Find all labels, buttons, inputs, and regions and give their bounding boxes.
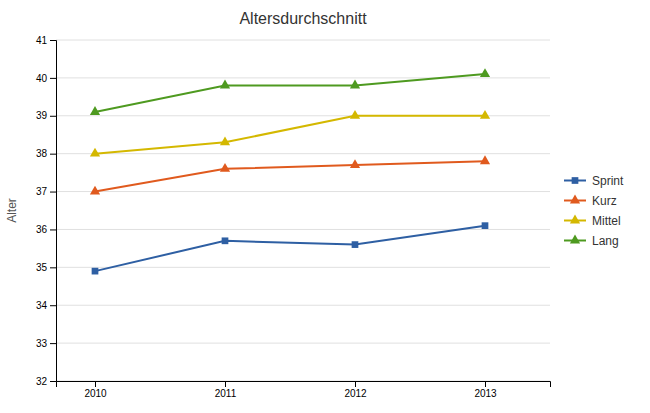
y-tick-label: 40 <box>36 73 48 84</box>
series-marker <box>222 237 229 244</box>
y-tick-mark <box>50 229 56 230</box>
series-line <box>95 226 485 271</box>
series-marker <box>220 80 230 89</box>
legend-label: Sprint <box>592 174 624 188</box>
series-marker <box>90 106 100 115</box>
y-axis: 32 33 34 35 36 37 38 39 40 41 <box>36 35 57 387</box>
legend-swatch-marker <box>570 195 580 204</box>
y-tick-label: 35 <box>36 262 48 273</box>
legend-swatch-marker <box>572 177 579 184</box>
y-tick-label: 36 <box>36 224 48 235</box>
grid-line <box>56 77 550 78</box>
x-tick-mark <box>485 381 486 387</box>
x-tick-mark <box>95 381 96 387</box>
legend-item: Lang <box>564 234 619 248</box>
y-tick-mark <box>50 40 56 41</box>
grid <box>56 40 550 381</box>
series-marker <box>90 186 100 195</box>
x-tick-label: 2012 <box>344 388 367 399</box>
series-marker <box>90 148 100 157</box>
y-tick: 33 <box>36 338 56 349</box>
x-axis: 2010 2011 2012 2013 <box>57 381 551 399</box>
y-tick-mark <box>50 116 56 117</box>
y-tick: 38 <box>36 148 56 159</box>
y-axis-title: Alter <box>5 198 19 223</box>
marks <box>90 68 490 274</box>
series-line <box>95 74 485 112</box>
grid-line <box>56 267 550 268</box>
y-tick: 32 <box>36 376 56 387</box>
y-tick-label: 38 <box>36 148 48 159</box>
y-tick: 39 <box>36 110 56 121</box>
legend-swatch-marker <box>570 215 580 224</box>
y-tick-label: 37 <box>36 186 48 197</box>
y-tick: 35 <box>36 262 56 273</box>
grid-line <box>56 40 550 41</box>
y-tick-mark <box>50 267 56 268</box>
x-tick: 2012 <box>344 381 367 399</box>
y-tick-mark <box>50 154 56 155</box>
legend-item: Mittel <box>564 214 621 228</box>
y-tick: 40 <box>36 73 56 84</box>
series-marker <box>350 80 360 89</box>
x-tick-label: 2010 <box>84 388 107 399</box>
legend-swatch-marker <box>570 235 580 244</box>
grid-line <box>56 343 550 344</box>
series-marker <box>352 241 359 248</box>
legend-label: Lang <box>592 234 619 248</box>
x-tick: 2010 <box>84 381 107 399</box>
grid-line <box>56 229 550 230</box>
y-tick-mark <box>50 343 56 344</box>
series-line <box>95 116 485 154</box>
plot: 2010 2011 2012 2013 32 33 34 35 36 37 38 39 40 41 <box>36 35 551 399</box>
y-tick: 36 <box>36 224 56 235</box>
x-tick: 2013 <box>474 381 497 399</box>
x-tick-label: 2011 <box>215 388 237 399</box>
legend-label: Mittel <box>592 214 621 228</box>
legend: Sprint Kurz Mittel Lang <box>564 174 624 248</box>
y-tick-mark <box>50 78 56 79</box>
series-marker <box>482 222 489 229</box>
x-tick-mark <box>355 381 356 387</box>
y-tick: 37 <box>36 186 56 197</box>
x-tick-mark <box>225 381 226 387</box>
series-marker <box>92 268 99 275</box>
y-tick-label: 32 <box>36 376 48 387</box>
y-tick-mark <box>50 305 56 306</box>
y-tick-label: 33 <box>36 338 48 349</box>
y-tick-mark <box>50 381 56 382</box>
x-tick-label: 2013 <box>474 388 497 399</box>
y-tick-label: 34 <box>36 300 48 311</box>
legend-label: Kurz <box>592 194 617 208</box>
legend-item: Sprint <box>564 174 624 188</box>
y-tick: 41 <box>36 35 56 46</box>
chart: 2010 2011 2012 2013 32 33 34 35 36 37 38 39 40 41 Alte… <box>0 0 650 413</box>
grid-line <box>56 153 550 154</box>
y-tick-label: 41 <box>36 35 48 46</box>
y-tick: 34 <box>36 300 56 311</box>
x-tick: 2011 <box>215 381 237 399</box>
series-marker <box>220 136 230 145</box>
series-marker <box>350 159 360 168</box>
x-axis-line <box>57 382 551 388</box>
series-marker <box>480 110 490 119</box>
legend-item: Kurz <box>564 194 617 208</box>
y-tick-mark <box>50 192 56 193</box>
y-axis-line <box>50 41 57 382</box>
grid-line <box>56 305 550 306</box>
series-marker <box>350 110 360 119</box>
series-marker <box>220 163 230 172</box>
series-marker <box>480 68 490 77</box>
title: Altersdurchschnitt <box>239 10 367 27</box>
series-line <box>95 161 485 191</box>
y-tick-label: 39 <box>36 110 48 121</box>
series-marker <box>480 155 490 164</box>
grid-line <box>56 191 550 192</box>
